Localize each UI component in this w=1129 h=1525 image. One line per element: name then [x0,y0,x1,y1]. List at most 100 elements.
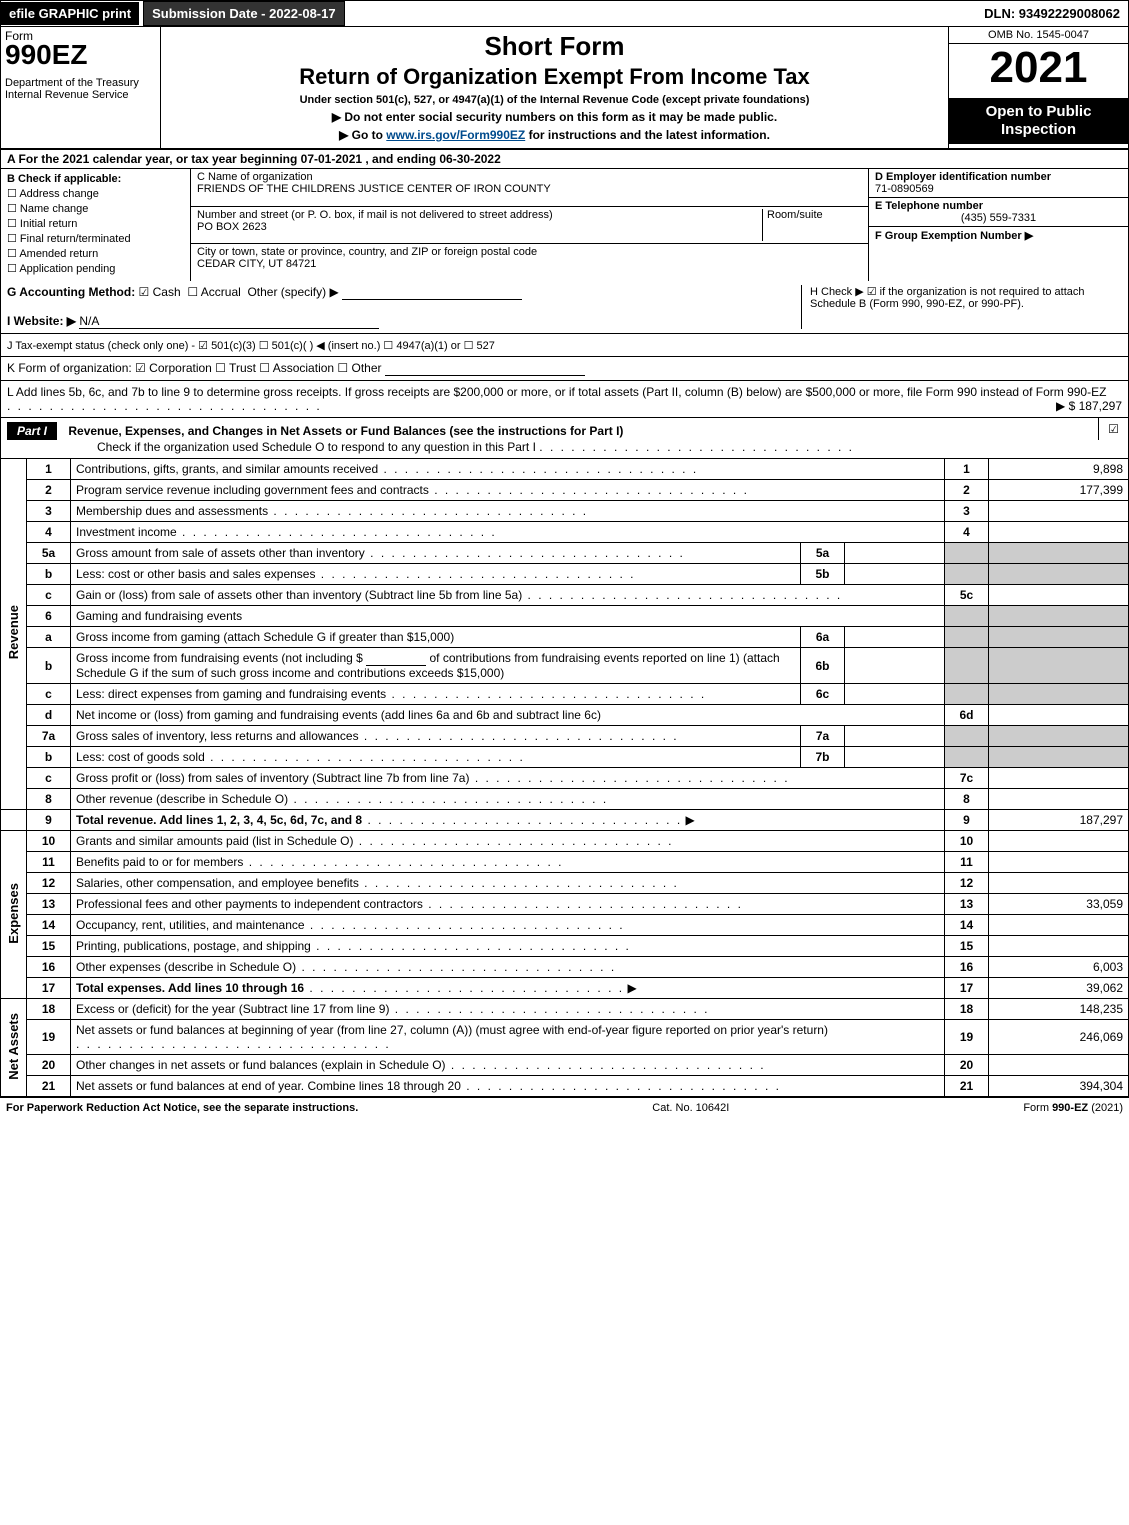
l-amount: ▶ $ 187,297 [1056,399,1122,413]
line-8-no: 8 [27,789,71,810]
part-1-checkbox[interactable]: ☑ [1098,418,1128,440]
footer-right: Form 990-EZ (2021) [1023,1102,1123,1114]
line-2-no: 2 [27,480,71,501]
line-7b-text: Less: cost of goods sold [76,750,205,764]
line-6b-grey [945,648,989,684]
part-1-check-text: Check if the organization used Schedule … [97,440,536,454]
check-amended-return[interactable]: Amended return [7,247,184,260]
g-other[interactable]: Other (specify) ▶ [247,285,338,299]
footer-center: Cat. No. 10642I [358,1102,1023,1114]
dept-treasury: Department of the Treasury Internal Reve… [5,77,156,101]
col-de-numbers: D Employer identification number 71-0890… [868,169,1128,281]
line-10-num: 10 [945,831,989,852]
line-9-text: Total revenue. Add lines 1, 2, 3, 4, 5c,… [76,813,362,827]
line-17-amt: 39,062 [989,978,1129,999]
line-7c-no: c [27,768,71,789]
col-c-org-info: C Name of organization FRIENDS OF THE CH… [191,169,868,281]
line-6b-greyamt [989,648,1129,684]
dln-number: DLN: 93492229008062 [976,2,1128,25]
line-18-text: Excess or (deficit) for the year (Subtra… [76,1002,389,1016]
line-6d-no: d [27,705,71,726]
line-2-text: Program service revenue including govern… [76,483,429,497]
line-7c-text: Gross profit or (loss) from sales of inv… [76,771,469,785]
line-6b-subval [845,648,945,684]
line-16-num: 16 [945,957,989,978]
line-10-no: 10 [27,831,71,852]
line-2-num: 2 [945,480,989,501]
line-9-num: 9 [945,810,989,831]
e-phone-value: (435) 559-7331 [875,212,1122,224]
line-13-num: 13 [945,894,989,915]
tax-year: 2021 [949,44,1128,92]
line-8-text: Other revenue (describe in Schedule O) [76,792,288,806]
line-6b-text1: Gross income from fundraising events (no… [76,651,363,665]
line-6c-text: Less: direct expenses from gaming and fu… [76,687,386,701]
line-16-text: Other expenses (describe in Schedule O) [76,960,296,974]
line-4-amt [989,522,1129,543]
check-address-change[interactable]: Address change [7,187,184,200]
line-9-amt: 187,297 [989,810,1129,831]
c-name-label: C Name of organization [197,171,313,183]
line-5a-no: 5a [27,543,71,564]
efile-print-button[interactable]: efile GRAPHIC print [1,2,139,25]
check-application-pending[interactable]: Application pending [7,262,184,275]
g-cash[interactable]: Cash [139,285,181,299]
check-final-return[interactable]: Final return/terminated [7,232,184,245]
line-7c-amt [989,768,1129,789]
line-6c-subval [845,684,945,705]
under-section-text: Under section 501(c), 527, or 4947(a)(1)… [165,94,944,106]
vtab-expenses: Expenses [1,831,27,999]
line-17-text: Total expenses. Add lines 10 through 16 [76,981,304,995]
footer-left: For Paperwork Reduction Act Notice, see … [6,1102,358,1114]
line-8-num: 8 [945,789,989,810]
line-12-num: 12 [945,873,989,894]
part-1-tag: Part I [7,422,57,440]
line-14-num: 14 [945,915,989,936]
line-15-no: 15 [27,936,71,957]
line-16-amt: 6,003 [989,957,1129,978]
part-1-header: Part I Revenue, Expenses, and Changes in… [0,418,1129,459]
line-6a-sub: 6a [801,627,845,648]
check-name-change[interactable]: Name change [7,202,184,215]
c-street-label: Number and street (or P. O. box, if mail… [197,209,553,221]
org-street: PO BOX 2623 [197,221,267,233]
vtab-netassets: Net Assets [1,999,27,1097]
line-6-grey [945,606,989,627]
line-20-amt [989,1055,1129,1076]
irs-link[interactable]: www.irs.gov/Form990EZ [386,128,525,142]
line-20-no: 20 [27,1055,71,1076]
e-phone-label: E Telephone number [875,200,983,212]
line-12-text: Salaries, other compensation, and employ… [76,876,359,890]
line-5a-greyamt [989,543,1129,564]
line-1-num: 1 [945,459,989,480]
identity-block: B Check if applicable: Address change Na… [0,169,1129,281]
line-21-text: Net assets or fund balances at end of ye… [76,1079,461,1093]
vtab-revenue: Revenue [1,459,27,810]
line-1-text: Contributions, gifts, grants, and simila… [76,462,378,476]
line-7b-no: b [27,747,71,768]
line-21-no: 21 [27,1076,71,1097]
room-suite-label: Room/suite [767,209,823,221]
line-10-text: Grants and similar amounts paid (list in… [76,834,353,848]
line-11-text: Benefits paid to or for members [76,855,243,869]
line-7b-greyamt [989,747,1129,768]
line-1-amt: 9,898 [989,459,1129,480]
line-14-text: Occupancy, rent, utilities, and maintena… [76,918,305,932]
line-11-no: 11 [27,852,71,873]
line-18-no: 18 [27,999,71,1020]
f-group-exemption-label: F Group Exemption Number ▶ [875,230,1033,242]
line-18-num: 18 [945,999,989,1020]
check-initial-return[interactable]: Initial return [7,217,184,230]
line-5c-text: Gain or (loss) from sale of assets other… [76,588,522,602]
line-6-text: Gaming and fundraising events [76,609,242,623]
row-l-gross-receipts: L Add lines 5b, 6c, and 7b to line 9 to … [0,381,1129,418]
row-j-tax-exempt: J Tax-exempt status (check only one) - ☑… [0,334,1129,357]
line-7a-sub: 7a [801,726,845,747]
line-7b-sub: 7b [801,747,845,768]
open-to-public: Open to Public Inspection [949,99,1128,145]
line-6c-sub: 6c [801,684,845,705]
g-accrual[interactable]: Accrual [187,285,240,299]
line-3-amt [989,501,1129,522]
line-6d-text: Net income or (loss) from gaming and fun… [76,708,601,722]
line-2-amt: 177,399 [989,480,1129,501]
